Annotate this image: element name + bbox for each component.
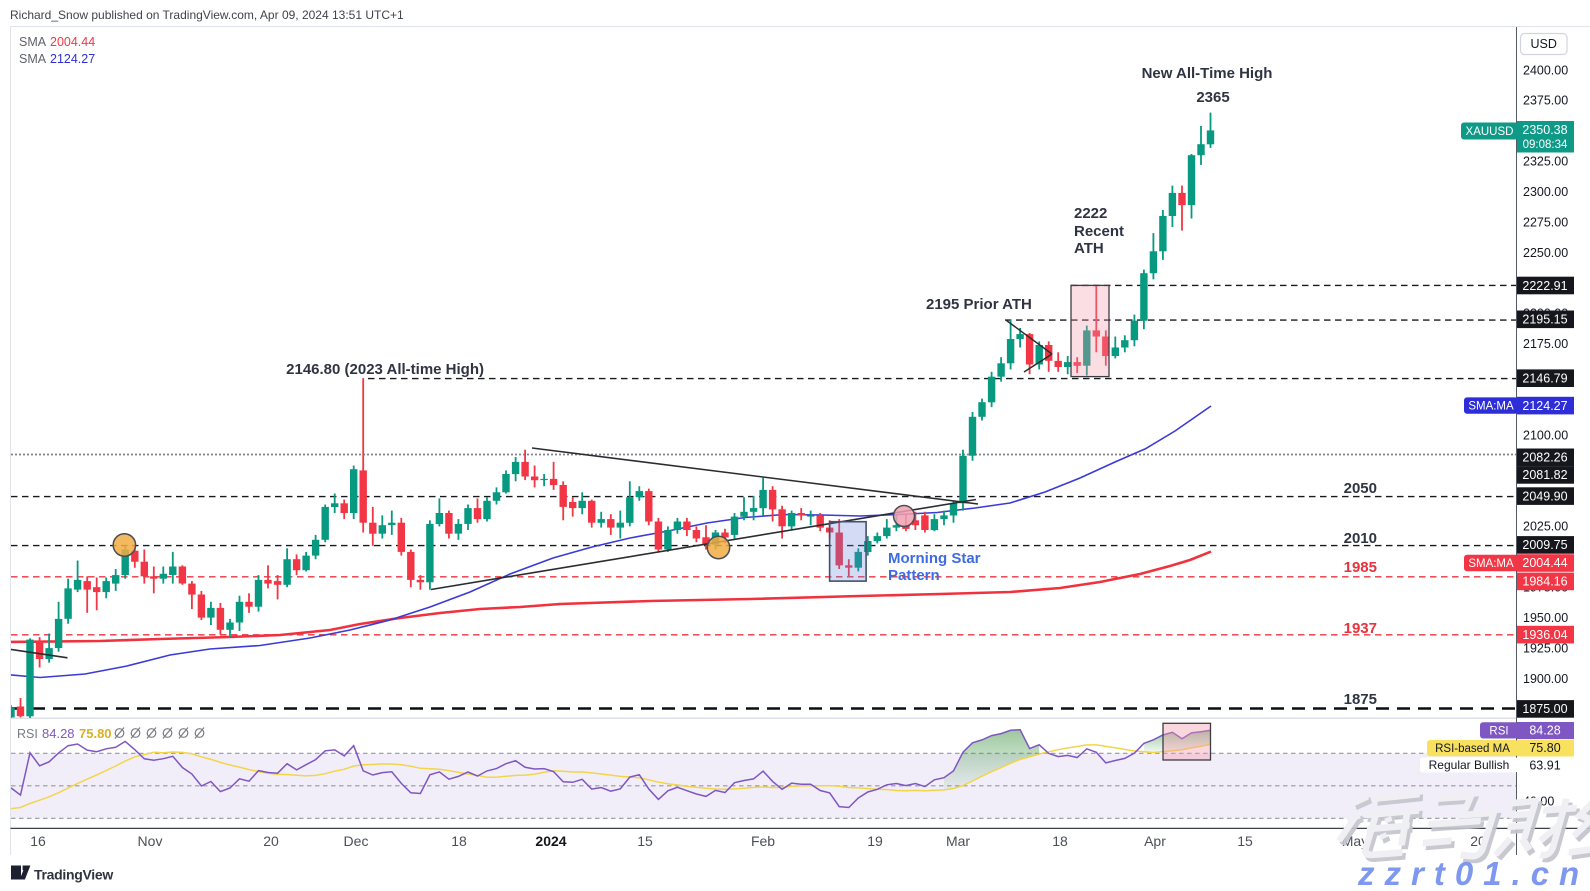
svg-text:RSI-based MA: RSI-based MA xyxy=(1435,743,1510,755)
svg-text:Pattern: Pattern xyxy=(888,567,940,584)
svg-text:SMA:MA: SMA:MA xyxy=(1468,558,1514,570)
svg-text:2004.44: 2004.44 xyxy=(1522,556,1567,570)
svg-text:SMA:MA: SMA:MA xyxy=(1468,401,1514,413)
svg-text:1875: 1875 xyxy=(1344,691,1377,708)
svg-text:Apr: Apr xyxy=(1144,833,1166,849)
svg-text:Morning Star: Morning Star xyxy=(888,550,981,567)
svg-text:Nov: Nov xyxy=(138,833,163,849)
svg-text:RSI: RSI xyxy=(1489,725,1508,737)
svg-text:2049.90: 2049.90 xyxy=(1522,489,1567,503)
svg-text:Regular Bullish: Regular Bullish xyxy=(1429,758,1510,772)
svg-text:2195 Prior ATH: 2195 Prior ATH xyxy=(926,296,1032,313)
svg-text:20: 20 xyxy=(263,833,279,849)
svg-text:1985: 1985 xyxy=(1344,559,1377,576)
svg-text:16: 16 xyxy=(30,833,46,849)
svg-text:TradingView: TradingView xyxy=(34,867,113,883)
svg-text:2195.15: 2195.15 xyxy=(1522,313,1567,327)
svg-text:84.28: 84.28 xyxy=(42,726,75,741)
svg-text:2300.00: 2300.00 xyxy=(1523,185,1568,199)
svg-text:Mar: Mar xyxy=(946,833,970,849)
svg-text:2004.44: 2004.44 xyxy=(50,35,95,49)
svg-text:Richard_Snow published on Trad: Richard_Snow published on TradingView.co… xyxy=(10,8,404,22)
svg-text:2222.91: 2222.91 xyxy=(1522,279,1567,293)
svg-text:2250.00: 2250.00 xyxy=(1523,246,1568,260)
svg-text:Dec: Dec xyxy=(344,833,369,849)
svg-text:1875.00: 1875.00 xyxy=(1522,702,1567,716)
svg-text:1950.00: 1950.00 xyxy=(1523,611,1568,625)
svg-text:75.80: 75.80 xyxy=(79,726,112,741)
svg-text:Recent: Recent xyxy=(1074,223,1124,240)
svg-text:15: 15 xyxy=(1237,833,1253,849)
svg-text:New All-Time High: New All-Time High xyxy=(1142,65,1273,82)
svg-text:1984.16: 1984.16 xyxy=(1522,575,1567,589)
svg-text:USD: USD xyxy=(1530,37,1556,51)
svg-text:2146.80 (2023 All-time High): 2146.80 (2023 All-time High) xyxy=(286,361,484,378)
svg-text:2146.79: 2146.79 xyxy=(1522,372,1567,386)
svg-text:zzrt01.cn: zzrt01.cn xyxy=(1357,855,1589,891)
svg-text:2124.27: 2124.27 xyxy=(50,52,95,66)
svg-text:63.91: 63.91 xyxy=(1529,758,1560,772)
svg-text:2009.75: 2009.75 xyxy=(1522,538,1567,552)
svg-text:2175.00: 2175.00 xyxy=(1523,337,1568,351)
svg-text:18: 18 xyxy=(451,833,467,849)
svg-text:2275.00: 2275.00 xyxy=(1523,215,1568,229)
svg-text:15: 15 xyxy=(637,833,653,849)
svg-text:SMA: SMA xyxy=(19,35,47,49)
svg-text:ATH: ATH xyxy=(1074,240,1104,257)
svg-text:2050: 2050 xyxy=(1344,480,1377,497)
svg-text:19: 19 xyxy=(867,833,883,849)
svg-text:2010: 2010 xyxy=(1344,530,1377,547)
svg-text:2365: 2365 xyxy=(1196,89,1229,106)
svg-text:09:08:34: 09:08:34 xyxy=(1523,139,1568,151)
svg-text:2100.00: 2100.00 xyxy=(1523,428,1568,442)
svg-text:1925.00: 1925.00 xyxy=(1523,641,1568,655)
svg-text:2350.38: 2350.38 xyxy=(1522,123,1567,137)
svg-text:1937: 1937 xyxy=(1344,620,1377,637)
svg-text:1900.00: 1900.00 xyxy=(1523,672,1568,686)
svg-text:84.28: 84.28 xyxy=(1529,724,1560,738)
svg-text:2081.82: 2081.82 xyxy=(1522,468,1567,482)
svg-text:2025.00: 2025.00 xyxy=(1523,520,1568,534)
svg-text:2024: 2024 xyxy=(535,833,566,849)
svg-text:2400.00: 2400.00 xyxy=(1523,63,1568,77)
svg-text:1936.04: 1936.04 xyxy=(1522,628,1567,642)
svg-text:75.80: 75.80 xyxy=(1529,741,1560,755)
svg-text:XAUUSD: XAUUSD xyxy=(1466,126,1514,138)
svg-text:2082.26: 2082.26 xyxy=(1522,451,1567,465)
svg-text:2124.27: 2124.27 xyxy=(1522,399,1567,413)
svg-text:18: 18 xyxy=(1052,833,1068,849)
svg-text:SMA: SMA xyxy=(19,52,47,66)
svg-text:RSI: RSI xyxy=(17,727,38,741)
svg-text:2375.00: 2375.00 xyxy=(1523,94,1568,108)
svg-text:2222: 2222 xyxy=(1074,205,1107,222)
svg-text:Feb: Feb xyxy=(751,833,775,849)
svg-text:2325.00: 2325.00 xyxy=(1523,155,1568,169)
